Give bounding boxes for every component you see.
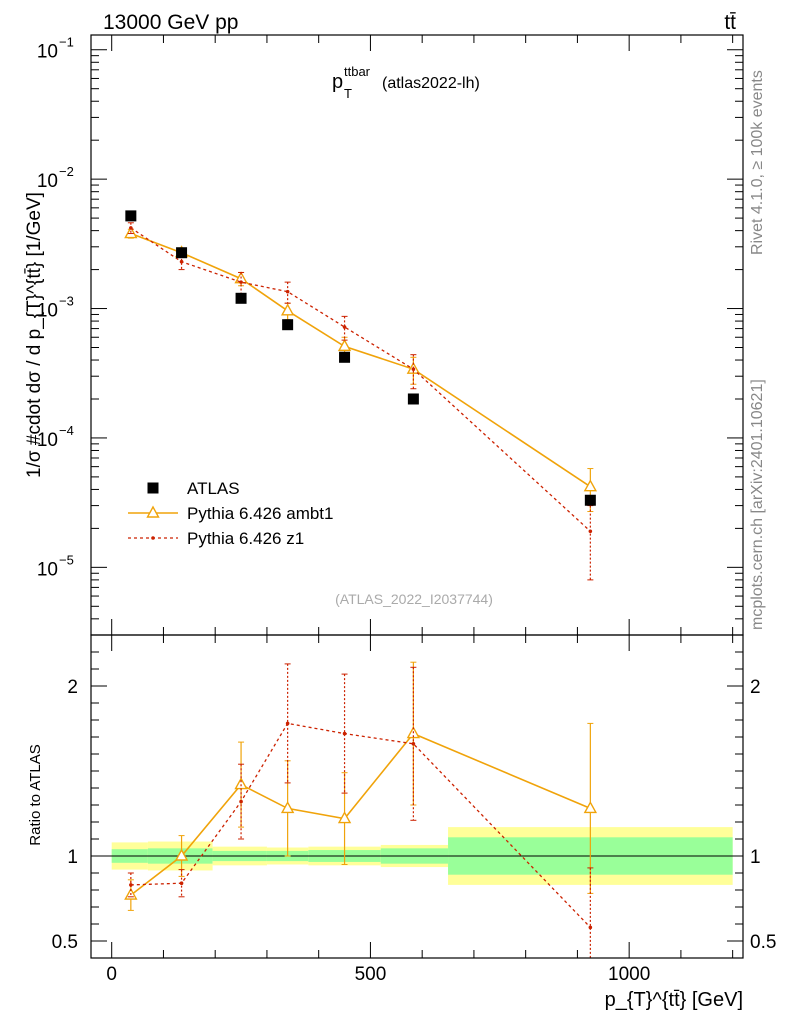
series-2-main-marker-5 [411,367,416,371]
y-tick-base-0: 10 [37,42,58,63]
series-1-ratio-marker-1 [174,848,189,861]
data-marker-6 [584,494,596,506]
ratio-frame [90,634,744,959]
data-marker-5 [407,393,419,405]
watermark: (ATLAS_2022_I2037744) [335,591,493,607]
data-marker-4 [339,351,351,363]
series-1-ratio-marker-2 [234,777,248,790]
data-marker-3 [282,319,294,331]
series-1-ratio-marker-4 [337,811,352,824]
legend-atlas-marker [147,482,159,494]
series-2-ratio-line [130,722,591,928]
plot-title: p ttbar T (atlas2022-lh) [332,64,480,101]
x-tick-label-1: 500 [355,964,387,985]
series-2-main-marker-4 [342,325,347,329]
series-1-main-marker-6 [583,479,598,492]
x-axis-title: p_{T}^{tt̄} [GeV] [605,989,743,1011]
title-sup: ttbar [344,64,371,79]
r-tick-label-right-1: 1 [750,847,761,868]
y-tick-exp-2: −3 [59,294,74,309]
y-tick-base-3: 10 [37,430,58,451]
legend-ambt1-marker [146,505,160,518]
series-1-main-marker-3 [280,303,295,316]
series-2-main-marker-1 [179,259,184,264]
legend-label-1: Pythia 6.426 ambt1 [187,504,333,523]
data-marker-0 [125,210,137,222]
series-1-main-marker-4 [337,338,352,352]
r-tick-label-left-1: 1 [67,847,78,868]
rivet-label: Rivet 4.1.0, ≥ 100k events [749,70,766,255]
series-2-ratio-marker-1 [179,881,184,885]
y-tick-exp-1: −2 [59,164,74,179]
series-2-ratio-marker-0 [129,883,133,887]
series-1-ratio-marker-3 [280,800,295,814]
series-2-ratio-marker-3 [285,721,290,726]
series-2-ratio-marker-4 [342,731,347,736]
y-tick-exp-3: −4 [59,423,74,438]
r-tick-label-right-2: 2 [750,677,761,698]
series-2-ratio-marker-2 [239,799,243,804]
y-tick-exp-4: −5 [59,552,74,567]
series-2-main-marker-0 [129,226,133,230]
data-marker-1 [176,247,188,259]
y-tick-base-2: 10 [37,301,58,322]
ratio-axis-title: Ratio to ATLAS [27,744,44,845]
y-tick-base-1: 10 [37,171,58,192]
title-sub: T [344,86,352,101]
series-layer [124,210,598,959]
data-marker-2 [235,292,247,304]
header-right: tt̄ [724,11,736,34]
plot-frames [90,34,744,959]
r-tick-label-right-0: 0.5 [750,932,776,953]
series-2-ratio-marker-6 [588,925,593,930]
title-main: p [332,71,343,93]
y-tick-base-4: 10 [37,559,58,580]
series-1-main-line [130,232,591,488]
series-2-main-marker-3 [285,289,290,294]
series-2-main-marker-2 [239,280,243,284]
y-tick-exp-0: −1 [59,35,74,50]
x-tick-label-2: 1000 [608,964,650,985]
y-axis-title: 1/σ #cdot dσ / d p_{T}^{tt̄} [1/GeV] [24,192,45,478]
series-2-ratio-marker-5 [411,742,416,746]
header-left: 13000 GeV pp [103,11,238,34]
x-tick-label-0: 0 [106,964,117,985]
series-1-ratio-marker-6 [583,800,598,814]
legend: ATLAS Pythia 6.426 ambt1 Pythia 6.426 z1 [128,479,333,548]
series-2-main-marker-6 [588,529,593,534]
r-tick-label-left-0: 0.5 [52,932,78,953]
title-suffix: (atlas2022-lh) [382,75,480,92]
legend-z1-marker [151,536,155,540]
mcplots-label: mcplots.cern.ch [arXiv:2401.10621] [749,379,766,630]
uncertainty-bands [91,827,743,885]
legend-label-2: Pythia 6.426 z1 [187,529,304,548]
r-tick-label-left-2: 2 [67,677,78,698]
legend-label-0: ATLAS [187,479,240,498]
